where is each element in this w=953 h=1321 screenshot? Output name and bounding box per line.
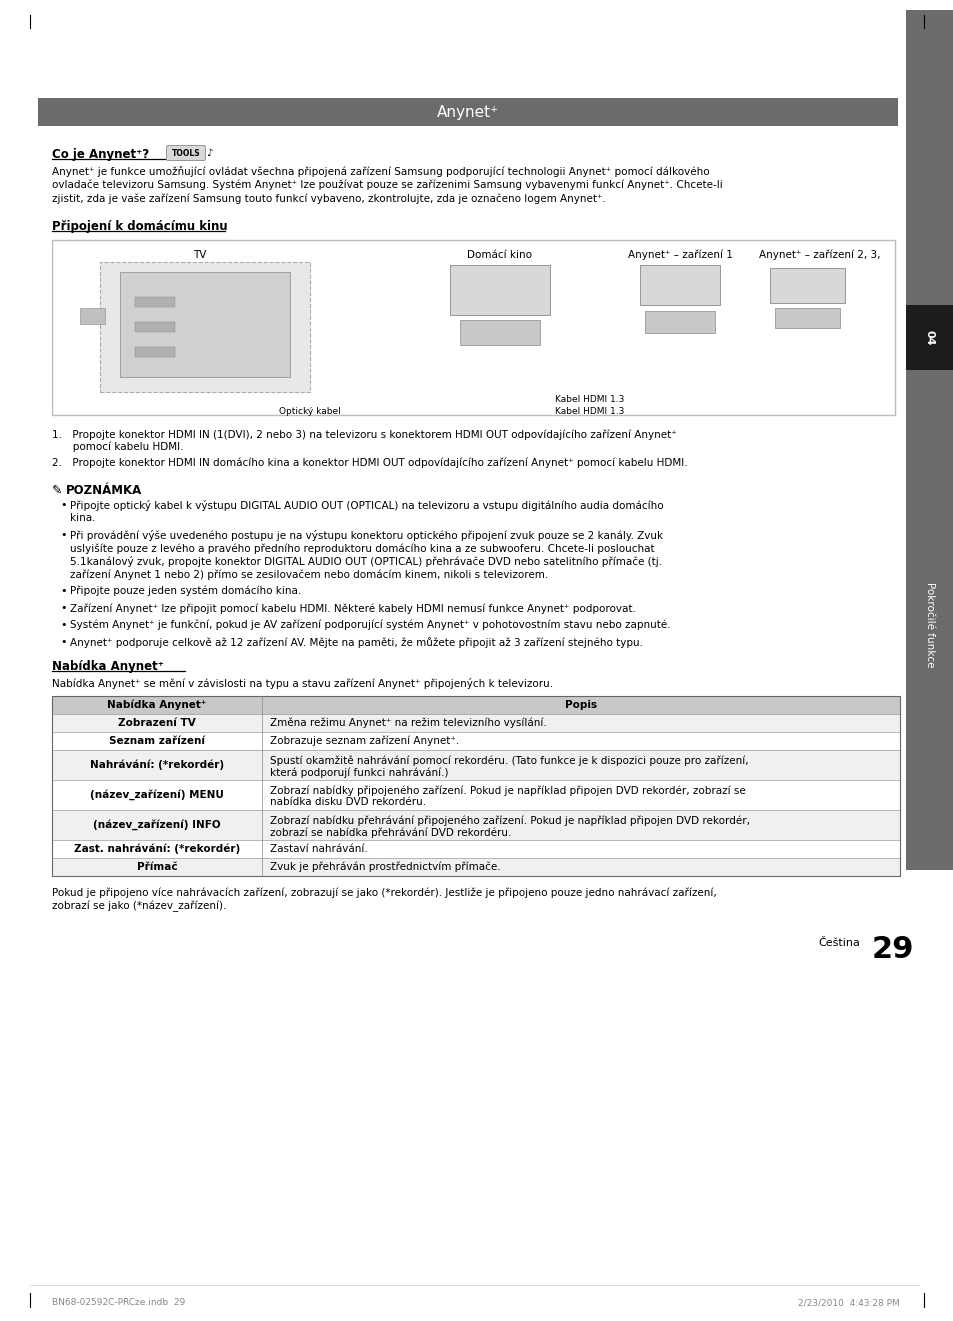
Text: •: •: [60, 637, 67, 647]
Text: Co je Anynet⁺?: Co je Anynet⁺?: [52, 148, 149, 161]
Text: 1. Propojte konektor HDMI IN (1(DVI), 2 nebo 3) na televizoru s konektorem HDMI : 1. Propojte konektor HDMI IN (1(DVI), 2 …: [52, 429, 676, 440]
Text: zjistit, zda je vaše zařízení Samsung touto funkcí vybaveno, zkontrolujte, zda j: zjistit, zda je vaše zařízení Samsung to…: [52, 194, 605, 205]
Text: zobrazí se nabídka přehrávání DVD rekordéru.: zobrazí se nabídka přehrávání DVD rekord…: [270, 827, 511, 838]
Bar: [52, 779, 899, 810]
Text: Pokud je připojeno více nahrávacích zařízení, zobrazují se jako (*rekordér). Jes: Pokud je připojeno více nahrávacích zaří…: [52, 888, 716, 898]
Text: Optický kabel: Optický kabel: [279, 407, 340, 416]
Text: zobrazí se jako (*název_zařízení).: zobrazí se jako (*název_zařízení).: [52, 901, 226, 913]
Bar: [52, 696, 899, 876]
Text: Anynet⁺ je funkce umožňující ovládat všechna připojená zařízení Samsung podporuj: Anynet⁺ je funkce umožňující ovládat vše…: [52, 166, 709, 177]
Bar: [52, 240, 894, 415]
Text: Anynet⁺ – zařízení 1: Anynet⁺ – zařízení 1: [627, 250, 732, 260]
Text: Spustí okamžitě nahrávání pomocí rekordéru. (Tato funkce je k dispozici pouze pr: Spustí okamžitě nahrávání pomocí rekordé…: [270, 756, 748, 765]
Text: 04: 04: [924, 330, 934, 346]
Bar: [135, 322, 174, 332]
Bar: [774, 308, 840, 328]
Text: která podporují funkci nahrávání.): která podporují funkci nahrávání.): [270, 768, 448, 778]
Bar: [52, 713, 899, 732]
Text: Nabídka Anynet⁺: Nabídka Anynet⁺: [52, 660, 164, 672]
Text: Nabídka Anynet⁺ se mění v závislosti na typu a stavu zařízení Anynet⁺ připojenýc: Nabídka Anynet⁺ se mění v závislosti na …: [52, 678, 553, 690]
Bar: [135, 297, 174, 306]
Text: 5.1kanálový zvuk, propojte konektor DIGITAL AUDIO OUT (OPTICAL) přehrávače DVD n: 5.1kanálový zvuk, propojte konektor DIGI…: [70, 556, 661, 567]
Text: zařízení Anynet 1 nebo 2) přímo se zesilovačem nebo domácím kinem, nikoli s tele: zařízení Anynet 1 nebo 2) přímo se zesil…: [70, 569, 548, 580]
Text: Pokročilé funkce: Pokročilé funkce: [924, 583, 934, 667]
Text: TOOLS: TOOLS: [172, 148, 200, 157]
Bar: [905, 370, 953, 871]
Text: Anynet⁺ podporuje celkově až 12 zařízení AV. Mějte na paměti, že můžete připojit: Anynet⁺ podporuje celkově až 12 zařízení…: [70, 637, 642, 647]
Text: 29: 29: [871, 935, 914, 964]
Text: Připojte optický kabel k výstupu DIGITAL AUDIO OUT (OPTICAL) na televizoru a vst: Připojte optický kabel k výstupu DIGITAL…: [70, 501, 663, 511]
Text: 2/23/2010  4:43:28 PM: 2/23/2010 4:43:28 PM: [798, 1299, 899, 1306]
Bar: [450, 266, 550, 314]
Text: Anynet⁺: Anynet⁺: [436, 104, 498, 119]
Text: Seznam zařízení: Seznam zařízení: [109, 736, 205, 746]
Text: •: •: [60, 501, 67, 510]
Text: Zastaví nahrávání.: Zastaví nahrávání.: [270, 844, 367, 853]
Text: pomocí kabelu HDMI.: pomocí kabelu HDMI.: [52, 443, 183, 453]
Text: POZNÁMKA: POZNÁMKA: [66, 483, 142, 497]
Text: Kabel HDMI 1.3: Kabel HDMI 1.3: [555, 407, 624, 416]
Bar: [52, 810, 899, 840]
Text: TV: TV: [193, 250, 207, 260]
Text: Připojte pouze jeden systém domácího kina.: Připojte pouze jeden systém domácího kin…: [70, 587, 301, 597]
Text: Anynet⁺ – zařízení 2, 3,: Anynet⁺ – zařízení 2, 3,: [759, 250, 880, 260]
Bar: [639, 266, 720, 305]
Bar: [905, 305, 953, 370]
Bar: [52, 750, 899, 779]
Text: Zobrazení TV: Zobrazení TV: [118, 719, 195, 728]
Text: •: •: [60, 620, 67, 630]
Text: Nahrávání: (*rekordér): Nahrávání: (*rekordér): [90, 760, 224, 770]
Bar: [135, 347, 174, 357]
Bar: [52, 840, 899, 859]
Bar: [120, 272, 290, 376]
Text: Čeština: Čeština: [817, 938, 859, 948]
Text: Domácí kino: Domácí kino: [467, 250, 532, 260]
Text: BN68-02592C-PRCze.indb  29: BN68-02592C-PRCze.indb 29: [52, 1299, 185, 1306]
Text: 2. Propojte konektor HDMI IN domácího kina a konektor HDMI OUT odpovídajícího za: 2. Propojte konektor HDMI IN domácího ki…: [52, 458, 687, 469]
Text: Připojení k domácímu kinu: Připojení k domácímu kinu: [52, 221, 228, 232]
Text: kina.: kina.: [70, 513, 95, 523]
Text: ovladače televizoru Samsung. Systém Anynet⁺ lze používat pouze se zařízenimi Sam: ovladače televizoru Samsung. Systém Anyn…: [52, 180, 722, 190]
Text: (název_zařízení) INFO: (název_zařízení) INFO: [93, 819, 220, 831]
Text: Zast. nahrávání: (*rekordér): Zast. nahrávání: (*rekordér): [73, 844, 240, 855]
FancyBboxPatch shape: [167, 145, 205, 160]
Bar: [459, 320, 539, 345]
Text: ✎: ✎: [52, 483, 67, 497]
Text: Zařízení Anynet⁺ lze připojit pomocí kabelu HDMI. Některé kabely HDMI nemusí fun: Zařízení Anynet⁺ lze připojit pomocí kab…: [70, 602, 636, 613]
Bar: [905, 11, 953, 305]
Text: Systém Anynet⁺ je funkční, pokud je AV zařízení podporující systém Anynet⁺ v poh: Systém Anynet⁺ je funkční, pokud je AV z…: [70, 620, 670, 630]
Bar: [769, 268, 844, 303]
Text: Přímač: Přímač: [136, 863, 177, 872]
Text: Zobrazí nabídku přehrávání připojeného zařízení. Pokud je například připojen DVD: Zobrazí nabídku přehrávání připojeného z…: [270, 815, 749, 826]
Text: •: •: [60, 530, 67, 540]
Bar: [52, 859, 899, 876]
Text: ♪: ♪: [206, 148, 212, 159]
Text: uslyišíte pouze z levého a pravého předního reproduktoru domácího kina a ze subw: uslyišíte pouze z levého a pravého předn…: [70, 543, 654, 553]
Text: (název_zařízení) MENU: (název_zařízení) MENU: [90, 790, 224, 801]
Bar: [80, 308, 105, 324]
Text: Zobrazuje seznam zařízení Anynet⁺.: Zobrazuje seznam zařízení Anynet⁺.: [270, 736, 458, 746]
Text: Nabídka Anynet⁺: Nabídka Anynet⁺: [107, 700, 207, 711]
Text: nabídka disku DVD rekordéru.: nabídka disku DVD rekordéru.: [270, 797, 426, 807]
Text: Kabel HDMI 1.3: Kabel HDMI 1.3: [555, 395, 624, 404]
Text: Změna režimu Anynet⁺ na režim televizního vysílání.: Změna režimu Anynet⁺ na režim televizníh…: [270, 717, 546, 728]
Text: Zobrazí nabídky připojeného zařízení. Pokud je například připojen DVD rekordér, : Zobrazí nabídky připojeného zařízení. Po…: [270, 785, 745, 795]
Text: •: •: [60, 587, 67, 596]
Bar: [38, 98, 897, 125]
Text: Popis: Popis: [564, 700, 597, 709]
Bar: [52, 732, 899, 750]
Bar: [52, 696, 899, 713]
Text: Zvuk je přehráván prostřednictvím přímače.: Zvuk je přehráván prostřednictvím přímač…: [270, 861, 500, 872]
Bar: [644, 310, 714, 333]
Text: •: •: [60, 602, 67, 613]
Bar: [100, 262, 310, 392]
Text: Při provádění výše uvedeného postupu je na výstupu konektoru optického připojení: Při provádění výše uvedeného postupu je …: [70, 530, 662, 542]
